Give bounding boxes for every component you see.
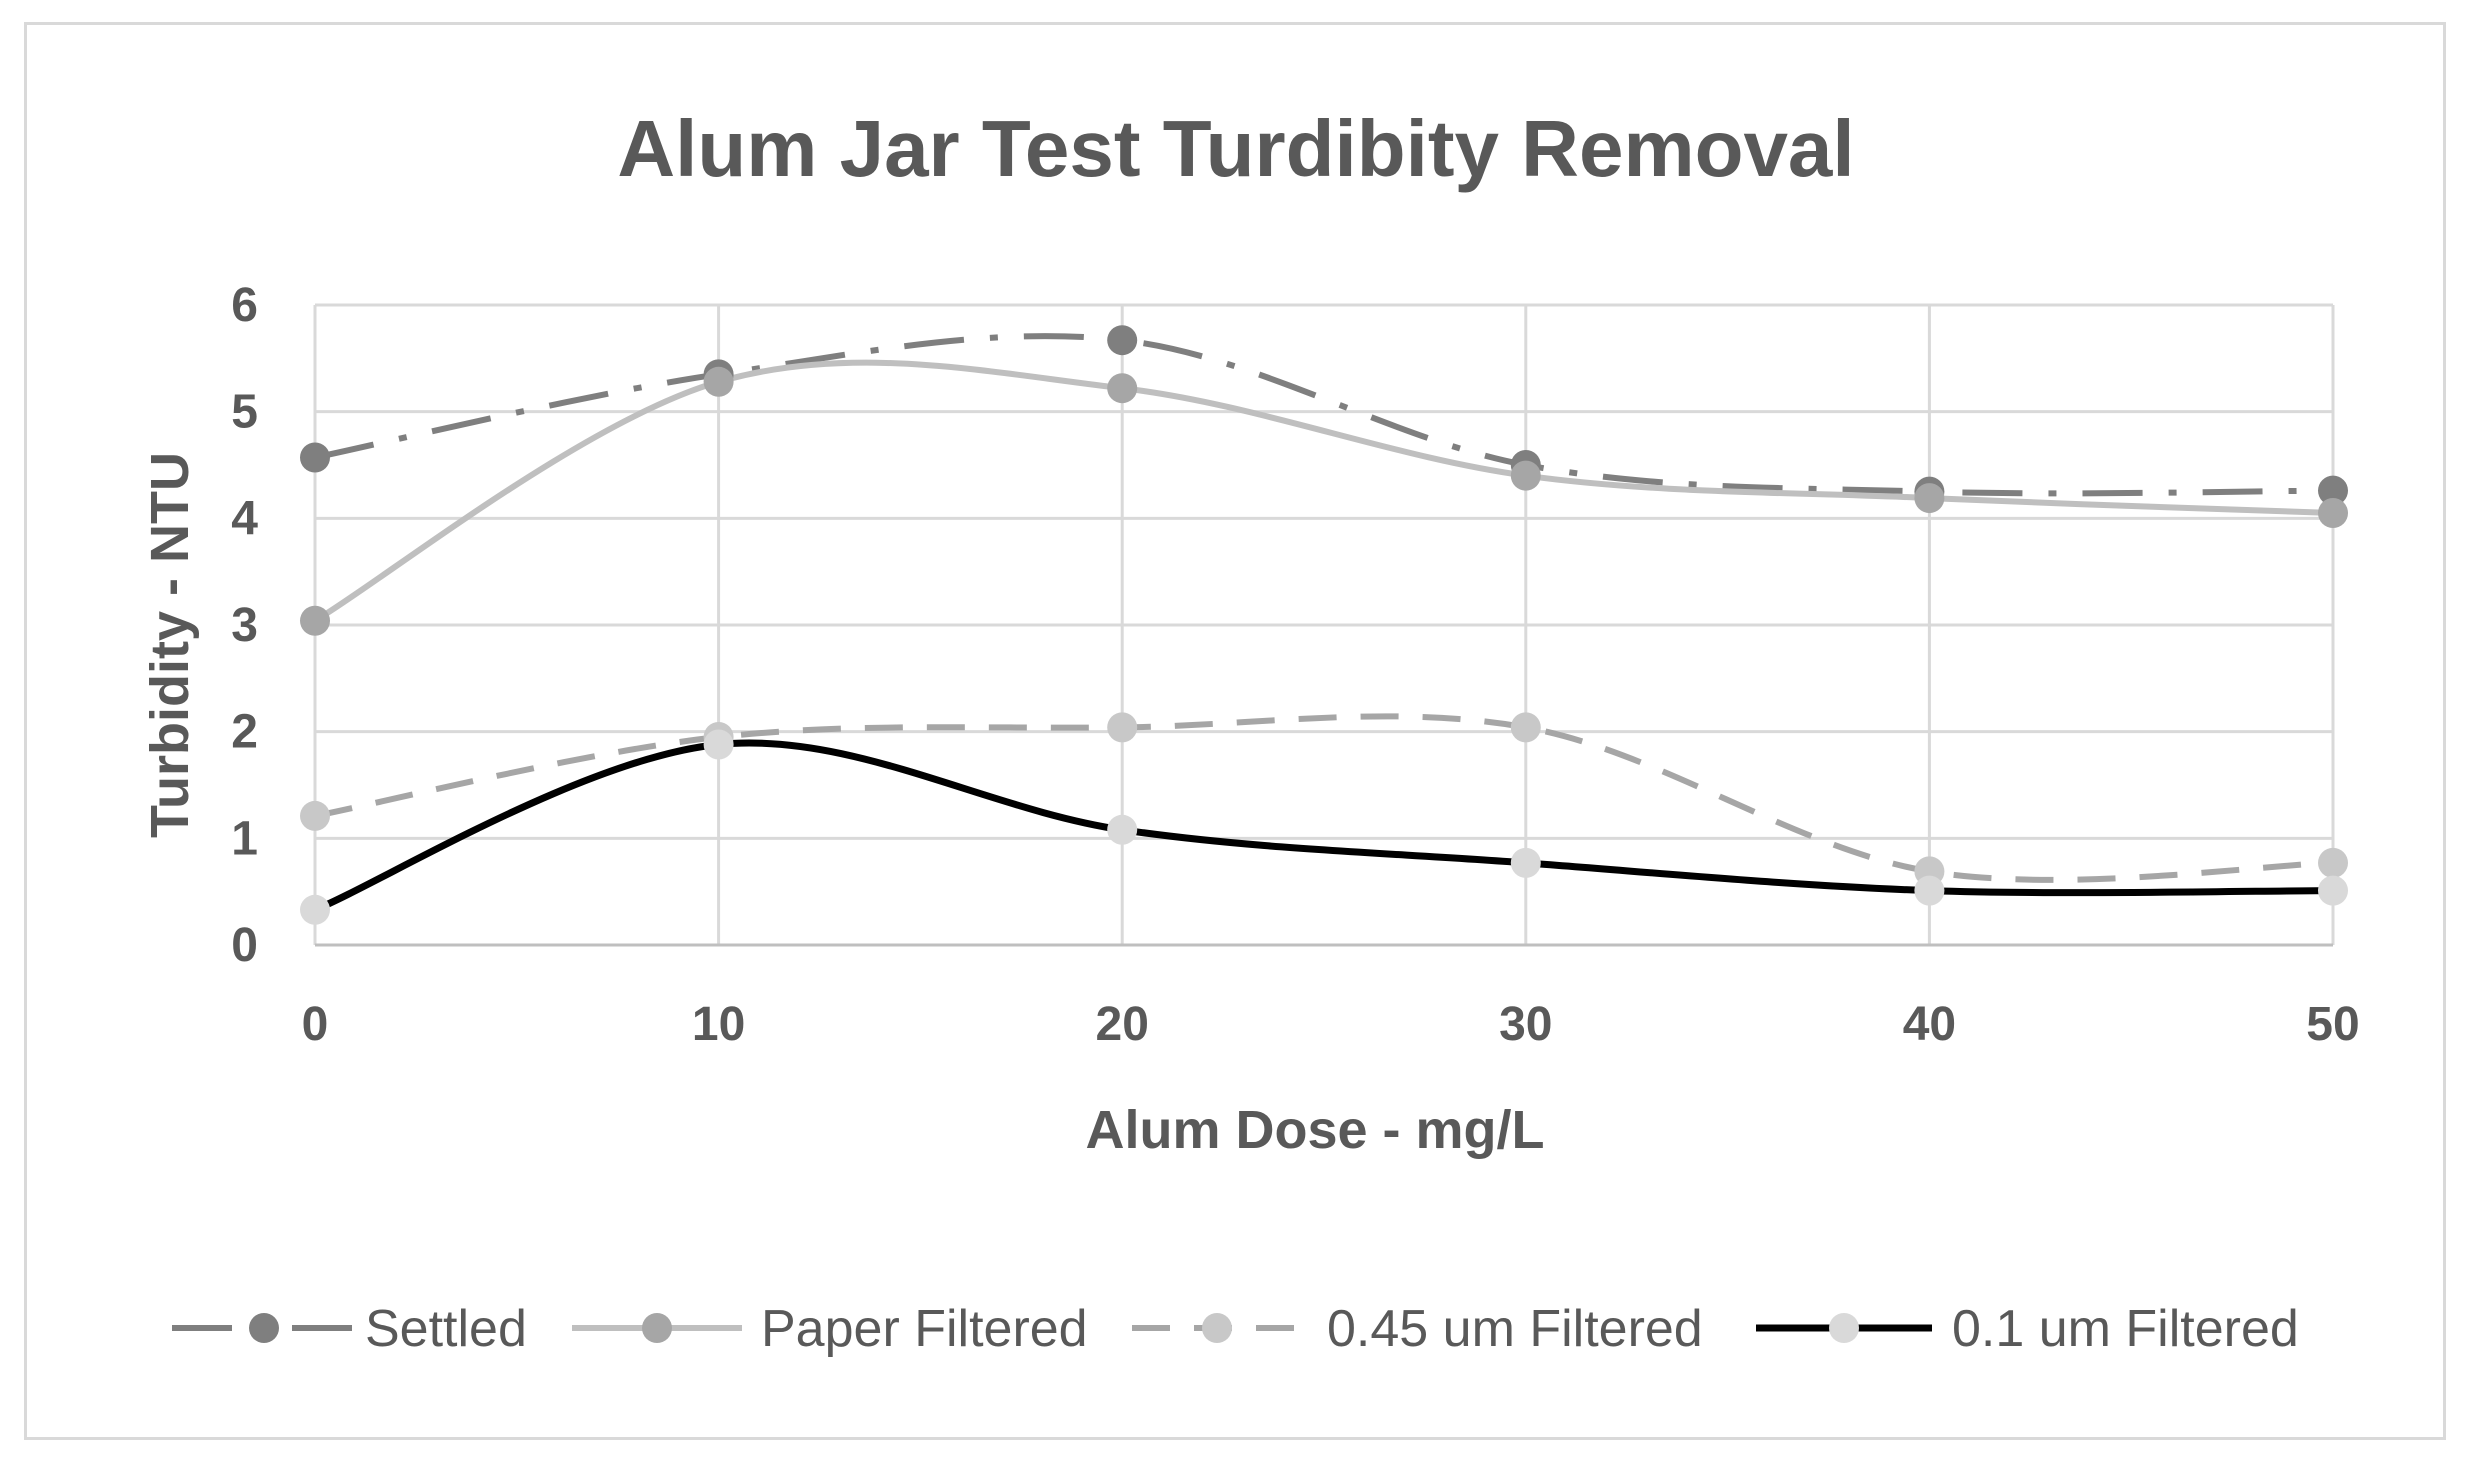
- point-paper-filtered: [1107, 373, 1138, 404]
- legend-item-0-1-um-filtered: 0.1 um Filtered: [1756, 1300, 2299, 1358]
- y-tick-label: 0: [231, 919, 258, 972]
- series-line-0-1-um-filtered: [313, 739, 2334, 914]
- series-line-settled: [314, 333, 2334, 497]
- y-tick-label: 5: [231, 386, 258, 439]
- point-settled: [2318, 475, 2348, 506]
- point-0-1-um-filtered: [2318, 875, 2348, 906]
- legend-label: 0.45 um Filtered: [1327, 1300, 1703, 1358]
- x-tick-label: 0: [302, 998, 329, 1051]
- point-paper-filtered: [300, 605, 330, 636]
- point-0-1-um-filtered: [300, 894, 330, 925]
- legend-item-0-45-um-filtered: 0.45 um Filtered: [1132, 1300, 1703, 1358]
- series-lines: [313, 333, 2334, 914]
- series-line-0-45-um-filtered: [314, 713, 2334, 883]
- point-0-1-um-filtered: [1914, 875, 1945, 906]
- point-0-45-um-filtered: [2318, 847, 2348, 878]
- point-0-45-um-filtered: [1107, 712, 1138, 743]
- point-paper-filtered: [2318, 498, 2348, 528]
- y-axis-ticks: 0 1 2 3 4 5 6: [231, 279, 258, 972]
- legend-item-paper-filtered: Paper Filtered: [572, 1300, 1088, 1358]
- x-tick-label: 30: [1499, 998, 1552, 1051]
- y-tick-label: 6: [231, 279, 258, 332]
- series-line-paper-filtered: [313, 359, 2334, 624]
- y-tick-label: 1: [231, 812, 258, 865]
- y-tick-label: 3: [231, 599, 258, 652]
- x-tick-label: 40: [1903, 998, 1956, 1051]
- legend-swatch-marker: [249, 1313, 279, 1343]
- legend-label: Paper Filtered: [761, 1300, 1088, 1358]
- x-tick-label: 50: [2306, 998, 2359, 1051]
- grid: [313, 303, 2335, 947]
- point-0-1-um-filtered: [1107, 814, 1138, 845]
- series-markers: [300, 325, 2348, 925]
- point-settled: [300, 442, 330, 473]
- x-axis-ticks: 0 10 20 30 40 50: [302, 998, 2360, 1051]
- legend-item-settled: Settled: [172, 1300, 527, 1358]
- legend-swatch-marker: [1202, 1313, 1232, 1343]
- x-axis-title: Alum Dose - mg/L: [1085, 1100, 1544, 1160]
- legend: Settled Paper Filtered 0.45 um Filtered 0.1…: [172, 1300, 2299, 1358]
- point-settled: [1107, 325, 1138, 356]
- point-paper-filtered: [1510, 460, 1541, 491]
- x-tick-label: 20: [1096, 998, 1149, 1051]
- chart-title: Alum Jar Test Turdibity Removal: [617, 104, 1854, 193]
- y-axis-title: Turbidity - NTU: [140, 452, 200, 838]
- legend-swatch-marker: [642, 1313, 672, 1343]
- y-tick-label: 4: [231, 492, 258, 545]
- point-paper-filtered: [1914, 483, 1945, 514]
- point-0-45-um-filtered: [1510, 712, 1541, 743]
- point-0-1-um-filtered: [1510, 847, 1541, 878]
- legend-label: Settled: [365, 1300, 527, 1358]
- legend-swatch-marker: [1829, 1313, 1859, 1343]
- legend-label: 0.1 um Filtered: [1952, 1300, 2299, 1358]
- point-0-45-um-filtered: [300, 800, 330, 831]
- y-tick-label: 2: [231, 706, 258, 759]
- x-tick-label: 10: [692, 998, 745, 1051]
- point-0-1-um-filtered: [703, 729, 734, 760]
- point-paper-filtered: [703, 366, 734, 397]
